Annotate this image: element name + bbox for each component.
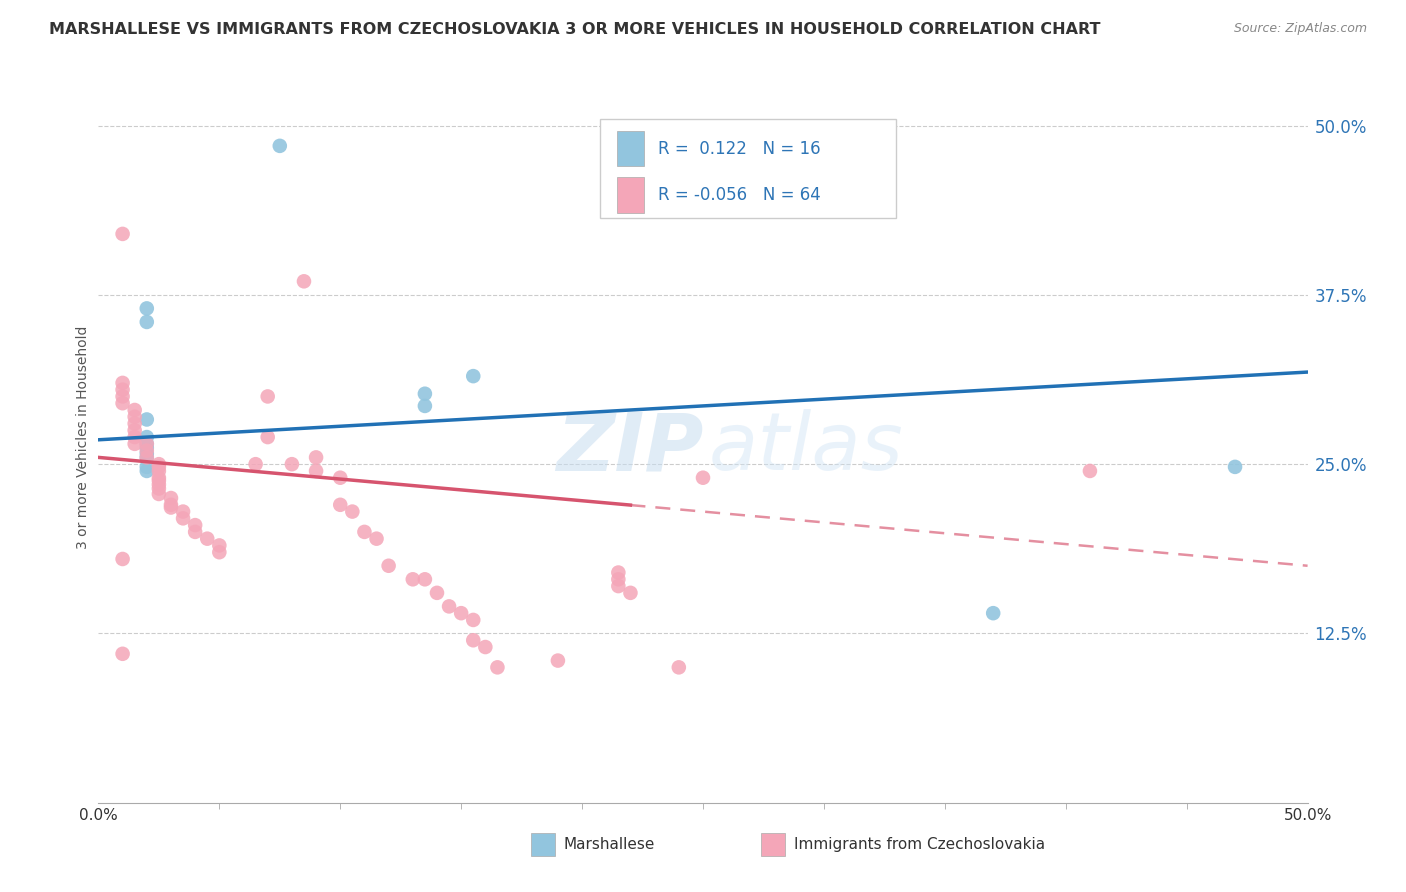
Point [135,437,157,451]
Point [135,443,157,458]
Point [619,586,641,600]
Point [172,511,194,525]
Point [148,457,170,471]
Point [281,457,304,471]
Point [135,464,157,478]
Point [437,599,460,614]
Text: R =  0.122   N = 16: R = 0.122 N = 16 [658,139,821,158]
Point [353,524,375,539]
Point [195,532,218,546]
Point [172,505,194,519]
Point [148,459,170,474]
Point [124,430,146,444]
Point [463,633,485,648]
Point [402,572,425,586]
Point [160,500,183,515]
Point [1223,459,1246,474]
Point [1078,464,1101,478]
Point [111,389,134,403]
Point [547,654,569,668]
Point [111,383,134,397]
Point [305,450,328,465]
Point [413,572,436,586]
Point [111,376,134,390]
Point [208,545,231,559]
Point [160,498,183,512]
Point [463,369,485,384]
Text: Source: ZipAtlas.com: Source: ZipAtlas.com [1233,22,1367,36]
Point [135,301,157,316]
FancyBboxPatch shape [600,119,897,218]
Point [184,518,207,533]
Point [184,524,207,539]
Point [981,606,1004,620]
Point [148,471,170,485]
Text: Marshallese: Marshallese [564,837,655,852]
Point [366,532,388,546]
Point [111,647,134,661]
Text: MARSHALLESE VS IMMIGRANTS FROM CZECHOSLOVAKIA 3 OR MORE VEHICLES IN HOUSEHOLD CO: MARSHALLESE VS IMMIGRANTS FROM CZECHOSLO… [49,22,1101,37]
Point [377,558,399,573]
Point [413,386,436,401]
Point [148,477,170,491]
FancyBboxPatch shape [531,833,555,856]
Point [450,606,472,620]
Point [486,660,509,674]
Text: R = -0.056   N = 64: R = -0.056 N = 64 [658,186,821,204]
Point [160,491,183,505]
Point [124,437,146,451]
Point [607,572,630,586]
Point [148,482,170,496]
Y-axis label: 3 or more Vehicles in Household: 3 or more Vehicles in Household [76,326,90,549]
Point [135,446,157,460]
Point [135,430,157,444]
Point [111,552,134,566]
Point [135,412,157,426]
Point [135,437,157,451]
Point [426,586,449,600]
Text: atlas: atlas [709,409,904,487]
Point [463,613,485,627]
Point [292,274,315,288]
Point [208,538,231,552]
Point [135,441,157,455]
Point [668,660,690,674]
Point [245,457,267,471]
Point [342,505,364,519]
FancyBboxPatch shape [617,178,644,212]
Point [124,409,146,424]
Point [305,464,328,478]
Point [329,471,352,485]
Point [269,139,291,153]
Point [329,498,352,512]
Point [148,464,170,478]
Point [111,396,134,410]
Point [135,450,157,465]
Point [692,471,714,485]
Point [607,566,630,580]
Point [111,227,134,241]
Point [124,423,146,437]
Point [607,579,630,593]
Point [256,389,278,403]
FancyBboxPatch shape [761,833,785,856]
Point [148,474,170,488]
Point [474,640,496,654]
Point [413,399,436,413]
Point [135,450,157,465]
FancyBboxPatch shape [617,131,644,166]
Text: ZIP: ZIP [555,409,703,487]
Point [148,487,170,501]
Point [124,403,146,417]
Point [135,459,157,474]
Point [135,315,157,329]
Point [124,417,146,431]
Point [256,430,278,444]
Text: Immigrants from Czechoslovakia: Immigrants from Czechoslovakia [793,837,1045,852]
